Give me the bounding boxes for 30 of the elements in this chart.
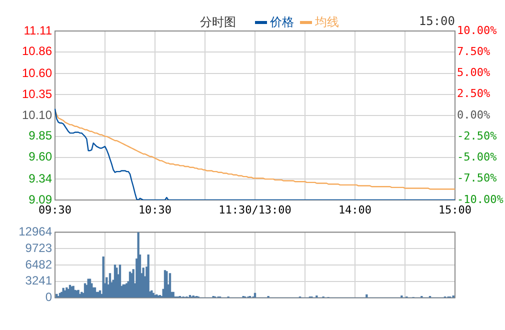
y2-tick-label: 7.50% (457, 44, 490, 58)
y2-tick-label: 2.50% (457, 87, 490, 100)
y2-tick-label: -5.00% (457, 150, 498, 164)
chart-title: 分时图 (200, 14, 236, 31)
y2-tick-label: 5.00% (457, 66, 490, 80)
y-tick-label: 9.34 (28, 171, 52, 186)
y-tick-label: 0 (45, 290, 52, 304)
y2-tick-label: -10.00% (457, 192, 504, 206)
y-tick-label: 3241 (25, 274, 52, 288)
y-tick-label: 9723 (25, 240, 52, 255)
x-tick-label: 14:00 (338, 203, 372, 216)
legend-label: 价格 (270, 14, 294, 31)
x-tick-label: 10:30 (138, 203, 172, 216)
legend-label: 均线 (315, 14, 339, 31)
y2-tick-label: 10.00% (457, 24, 498, 37)
x-tick-label: 15:00 (438, 203, 472, 216)
y2-tick-label: 0.00% (457, 108, 490, 122)
y-tick-label: 9.85 (28, 128, 52, 143)
y2-tick-label: -7.50% (457, 172, 498, 185)
y-tick-label: 9.60 (28, 150, 52, 164)
y-tick-label: 10.35 (22, 86, 52, 101)
y-tick-label: 10.60 (22, 66, 52, 80)
y2-tick-label: -2.50% (457, 129, 498, 142)
y-tick-label: 6482 (25, 257, 52, 272)
y-tick-label: 12964 (18, 224, 52, 239)
x-tick-label: 11:30/13:00 (218, 203, 292, 216)
y-tick-label: 10.86 (22, 44, 52, 58)
y-tick-label: 10.10 (22, 108, 52, 122)
y-tick-label: 11.11 (24, 23, 52, 38)
text: 15:00 (418, 14, 455, 28)
